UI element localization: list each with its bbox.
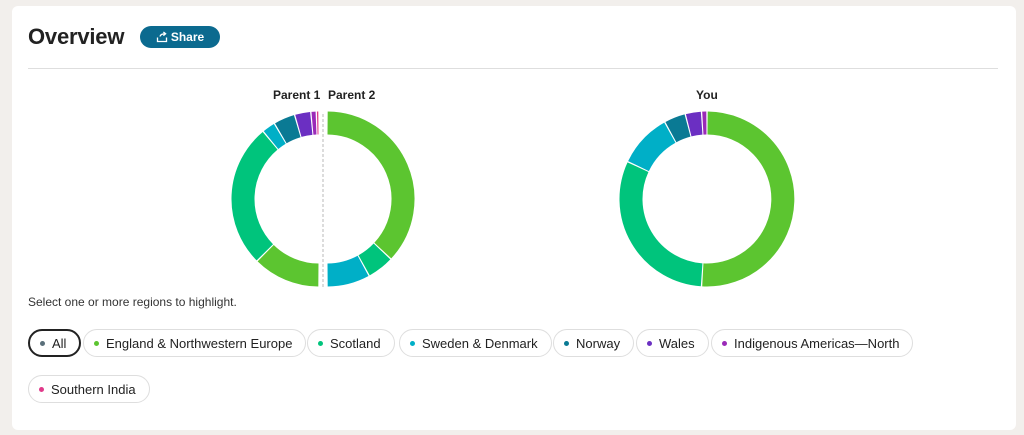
region-dot-icon	[410, 340, 415, 346]
donut-segment[interactable]	[685, 111, 703, 137]
donut-segment[interactable]	[327, 255, 369, 287]
share-button[interactable]: Share	[140, 26, 220, 48]
parent2-label: Parent 2	[328, 88, 376, 102]
region-chip-indigenous-americas-north[interactable]: Indigenous Americas—North	[711, 329, 914, 357]
region-chip-label: Southern India	[51, 381, 136, 397]
donut-segment[interactable]	[619, 162, 703, 287]
region-chip-all[interactable]: All	[28, 329, 82, 357]
donut-you	[619, 111, 795, 287]
donut-parent-2	[327, 111, 415, 287]
region-dot-icon	[564, 340, 569, 346]
region-chip-label: Sweden & Denmark	[422, 335, 538, 351]
region-chip-label: All	[52, 335, 67, 351]
donut-segment[interactable]	[275, 115, 301, 144]
donut-segment[interactable]	[628, 122, 676, 172]
donut-segment[interactable]	[358, 243, 391, 276]
region-chip-label: England & Northwestern Europe	[106, 335, 293, 351]
donut-segment[interactable]	[257, 244, 319, 287]
you-label: You	[696, 88, 718, 102]
region-chip-label: Wales	[659, 335, 695, 351]
region-chip-label: Scotland	[330, 335, 381, 351]
region-chip-sweden-denmark[interactable]: Sweden & Denmark	[399, 329, 552, 357]
region-dot-icon	[722, 340, 727, 346]
parent1-label: Parent 1	[273, 88, 321, 102]
highlight-hint: Select one or more regions to highlight.	[28, 295, 237, 309]
donut-segment[interactable]	[263, 124, 286, 150]
region-chip-label: Indigenous Americas—North	[734, 335, 900, 351]
donut-segment[interactable]	[702, 111, 795, 287]
header-divider	[28, 68, 998, 69]
overview-card: Overview Share Parent 1 Parent 2 You Sel…	[12, 6, 1016, 430]
region-chip-label: Norway	[576, 335, 621, 351]
region-chip-norway[interactable]: Norway	[553, 329, 635, 357]
region-dot-icon	[318, 340, 323, 346]
page-title: Overview	[28, 24, 125, 49]
share-icon	[156, 31, 168, 43]
ancestry-donut-charts	[231, 111, 795, 288]
region-chip-wales[interactable]: Wales	[636, 329, 709, 357]
region-dot-icon	[94, 340, 99, 346]
share-label: Share	[170, 30, 205, 44]
donut-segment[interactable]	[295, 111, 313, 137]
region-dot-icon	[39, 386, 44, 392]
region-dot-icon	[40, 340, 45, 346]
region-chip-scotland[interactable]: Scotland	[307, 329, 395, 357]
region-chip-southern-india[interactable]: Southern India	[28, 375, 150, 403]
donut-parent-1	[231, 111, 319, 287]
donut-segment[interactable]	[327, 111, 415, 259]
donut-segment[interactable]	[665, 114, 691, 143]
region-chip-england-nw-europe[interactable]: England & Northwestern Europe	[83, 329, 307, 357]
region-dot-icon	[647, 340, 652, 346]
donut-segment[interactable]	[231, 132, 278, 261]
